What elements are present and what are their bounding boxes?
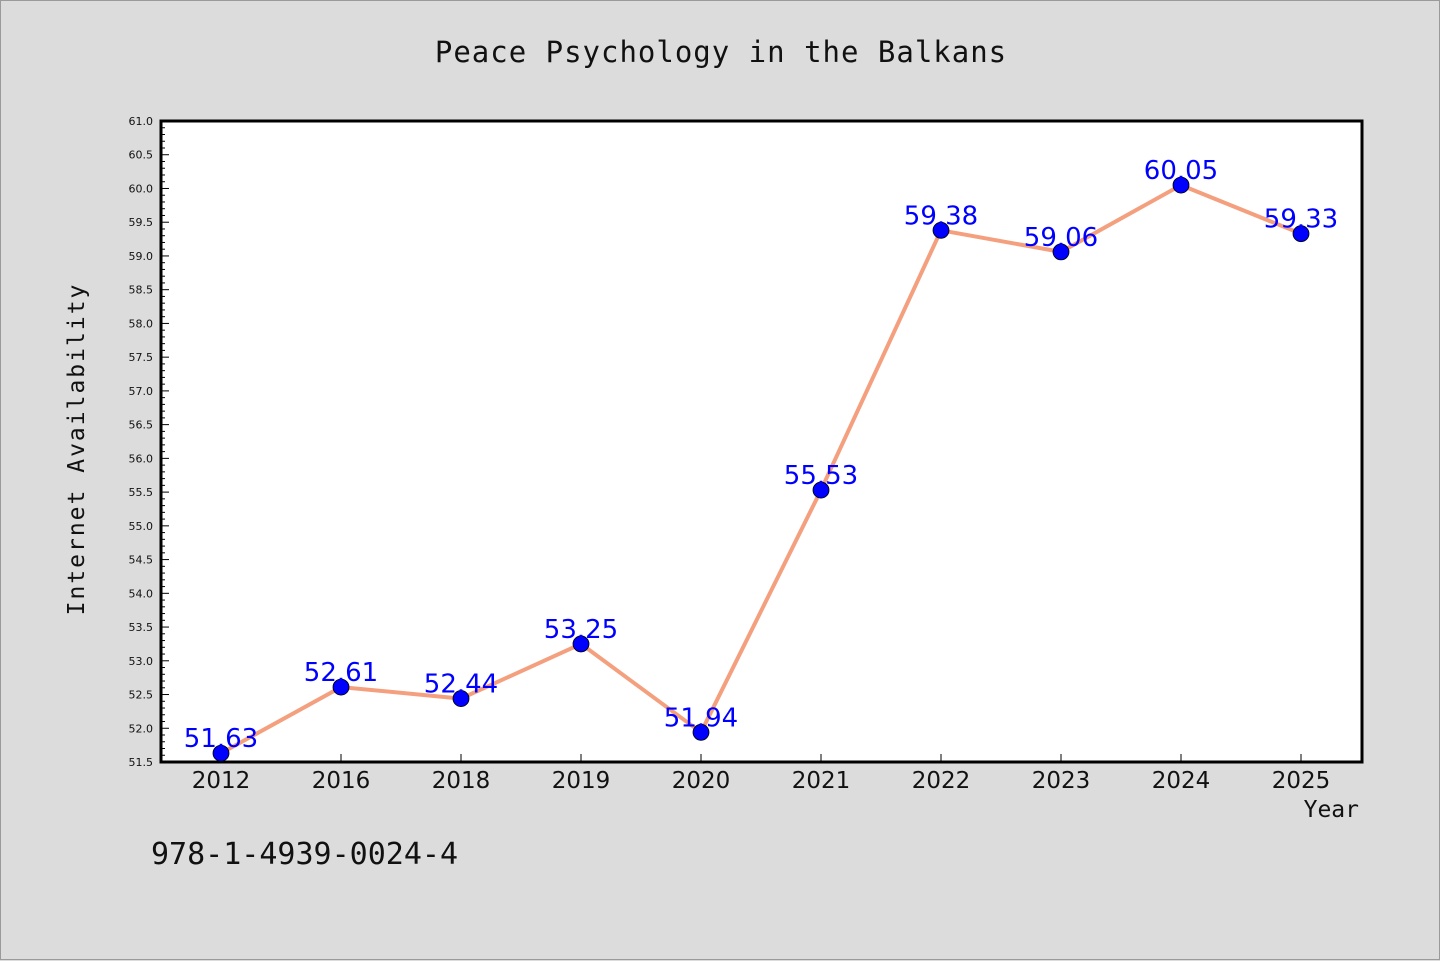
data-label: 59.06	[1024, 223, 1098, 253]
y-tick-label: 52.5	[129, 689, 154, 702]
y-tick-label: 51.5	[129, 756, 154, 769]
x-tick-label: 2020	[672, 768, 731, 794]
x-tick-label: 2018	[432, 768, 491, 794]
data-point	[452, 690, 470, 707]
footer-code: 978-1-4939-0024-4	[151, 837, 459, 872]
data-point	[1052, 243, 1070, 261]
x-tick-label: 2023	[1032, 768, 1091, 794]
chart-title: Peace Psychology in the Balkans	[434, 35, 1008, 69]
y-tick-label: 53.5	[129, 621, 154, 634]
data-label: 55.53	[784, 461, 858, 491]
data-point	[1292, 225, 1310, 243]
y-tick-label: 60.0	[129, 182, 154, 195]
data-label: 51.94	[664, 703, 738, 733]
y-tick-label: 59.5	[129, 216, 154, 229]
y-tick-label: 58.0	[129, 317, 154, 330]
data-point	[212, 744, 230, 762]
x-tick-label: 2012	[192, 768, 251, 794]
y-tick-label: 56.0	[129, 452, 154, 465]
data-point	[1172, 176, 1190, 194]
data-point	[572, 635, 590, 653]
y-tick-label: 55.0	[129, 520, 154, 533]
x-tick-label: 2019	[552, 768, 611, 794]
data-point	[812, 481, 830, 499]
x-tick-label: 2024	[1152, 768, 1211, 794]
data-point	[692, 723, 710, 741]
data-label: 52.44	[424, 670, 498, 700]
y-tick-label: 54.0	[129, 587, 154, 600]
y-tick-label: 58.5	[129, 284, 154, 297]
y-tick-label: 53.0	[129, 655, 154, 668]
y-tick-label: 61.0	[129, 115, 154, 128]
data-label: 51.63	[184, 724, 258, 754]
series-line	[220, 183, 1302, 755]
y-tick-label: 59.0	[129, 250, 154, 263]
data-label: 52.61	[304, 658, 378, 688]
y-tick-label: 54.5	[129, 554, 154, 567]
data-label: 53.25	[544, 615, 618, 645]
y-axis-label: Internet Availability	[64, 282, 90, 616]
x-tick-label: 2016	[312, 768, 371, 794]
data-label: 59.33	[1264, 205, 1338, 235]
data-label: 59.38	[904, 201, 978, 231]
data-label: 60.05	[1144, 156, 1218, 186]
y-tick-label: 55.5	[129, 486, 154, 499]
y-tick-label: 60.5	[129, 149, 154, 162]
data-point	[332, 678, 350, 696]
y-tick-label: 56.5	[129, 419, 154, 432]
y-tick-label: 57.0	[129, 385, 154, 398]
x-tick-label: 2021	[792, 768, 851, 794]
data-point	[932, 221, 950, 239]
x-tick-label: 2022	[912, 768, 971, 794]
plot-area	[159, 119, 1364, 764]
x-tick-label: 2025	[1272, 768, 1331, 794]
y-tick-label: 57.5	[129, 351, 154, 364]
x-axis-label: Year	[1303, 797, 1359, 823]
y-tick-label: 52.0	[129, 722, 154, 735]
